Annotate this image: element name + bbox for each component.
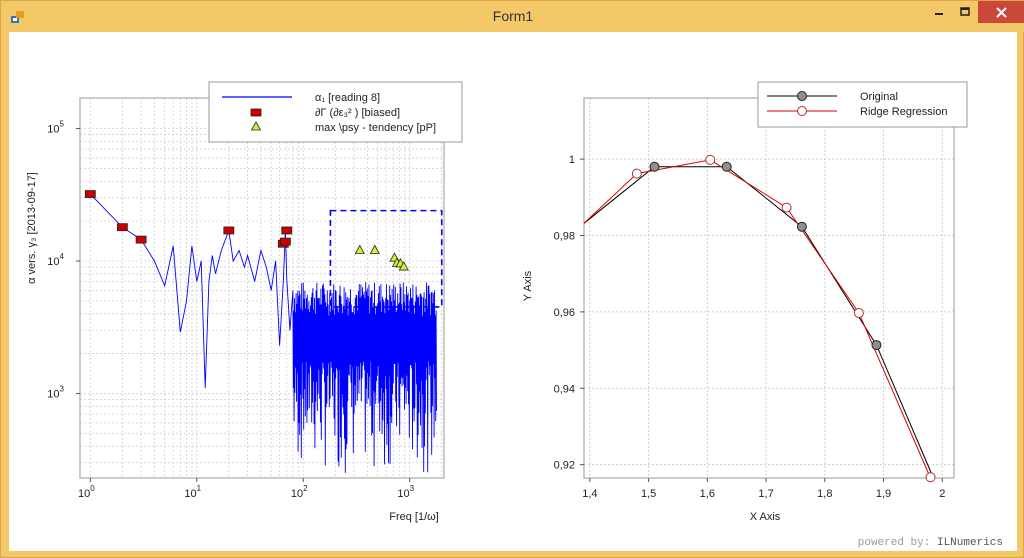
legend-entry-ridge: Ridge Regression [860,106,947,118]
y-tick-label: 0,94 [554,383,575,395]
marker-square [280,237,291,246]
y-tick-exponent: 3 [60,384,65,393]
legend-swatch-square [250,108,262,117]
ridge-regression-chart[interactable]: 1,4 1,5 1,6 1,7 1,8 1,9 2 0,92 0,94 0,96 0,98 1 X Ax… [509,32,1017,551]
x-tick-exponent: 3 [410,484,415,493]
close-button[interactable] [978,1,1024,23]
minimize-button[interactable] [925,1,953,23]
marker-square [281,226,293,235]
zoom-selection-box [329,209,443,308]
marker-square [84,190,96,198]
legend-frame [757,81,968,128]
y-tick-label: 0,98 [554,230,575,242]
chart-legend: α₁ [reading 8] ∂Γ (∂ε₃² ) [biased] max \ps… [208,81,463,143]
y-tick-exponent: 5 [60,120,65,129]
x-axis-label: X Axis [750,511,781,523]
x-tick-label: 102 [291,484,308,500]
x-tick-label: 100 [78,484,95,500]
marker-ridge [781,202,792,213]
y-tick-label: 0,92 [554,460,575,472]
marker-ridge [705,154,716,165]
x-tick-label: 1,7 [758,488,773,500]
plot-area-frame [583,97,955,479]
marker-triangle [398,261,409,271]
form-client-area: 100 101 102 103 103 104 105 Freq [1/ω] α vers. γ… [9,32,1017,551]
x-tick-label: 1,8 [817,488,832,500]
marker-original [649,161,660,172]
x-tick-label: 2 [939,488,945,500]
y-tick-label: 1 [569,154,575,166]
x-tick-exponent: 1 [197,484,202,493]
series-line-original [583,166,934,479]
title-bar[interactable]: Form1 [1,1,1024,32]
legend-entry-original: Original [860,91,898,103]
marker-ridge [925,472,936,483]
powered-by-label: powered by: [857,537,931,549]
legend-entry-alpha1: α₁ [reading 8] [315,92,380,104]
chart-grid [584,98,954,478]
marker-original [871,340,882,351]
y-axis-label: α vers. γ₃ [2013-09-17] [26,172,38,284]
y-axis-label: Y Axis [522,270,534,301]
window-title: Form1 [492,8,534,24]
legend-swatch-triangle [250,121,262,131]
marker-triangle [369,244,380,254]
marker-original [796,221,807,232]
x-tick-label: 1,5 [641,488,656,500]
marker-original [721,161,732,172]
y-tick-label: 105 [47,120,64,136]
y-tick-label: 0,96 [554,307,575,319]
x-tick-exponent: 0 [90,484,95,493]
series-line-alpha1 [89,193,437,473]
x-tick-exponent: 2 [303,484,308,493]
powered-by-footer: powered by: ILNumerics [858,537,1003,549]
y-tick-label: 104 [47,252,64,268]
x-tick-label: 1,6 [700,488,715,500]
marker-square [223,226,235,235]
maximize-button[interactable] [951,1,979,23]
x-tick-label: 1,9 [876,488,891,500]
powered-by-brand: ILNumerics [936,537,1003,549]
marker-ridge [631,168,642,179]
legend-swatch-ridge-marker [797,106,807,116]
series-line-ridge [583,159,931,479]
x-tick-label: 1,4 [582,488,597,500]
y-tick-exponent: 4 [60,252,65,261]
legend-entry-tendency: max \psy - tendency [pP] [315,122,436,134]
marker-square [135,235,147,244]
legend-entry-biased: ∂Γ (∂ε₃² ) [biased] [315,107,400,119]
legend-swatch-original-marker [797,91,807,101]
x-tick-label: 103 [397,484,414,500]
y-tick-label: 103 [47,384,64,400]
marker-ridge [853,308,864,319]
maximize-icon [960,7,970,16]
x-tick-label: 101 [184,484,201,500]
chart-legend: Original Ridge Regression [757,81,968,128]
marker-triangle [354,244,366,254]
marker-square [116,223,128,232]
x-axis-label: Freq [1/ω] [389,511,439,523]
minimize-icon [935,13,943,15]
winforms-app-icon [11,11,24,23]
close-icon [995,6,1007,18]
